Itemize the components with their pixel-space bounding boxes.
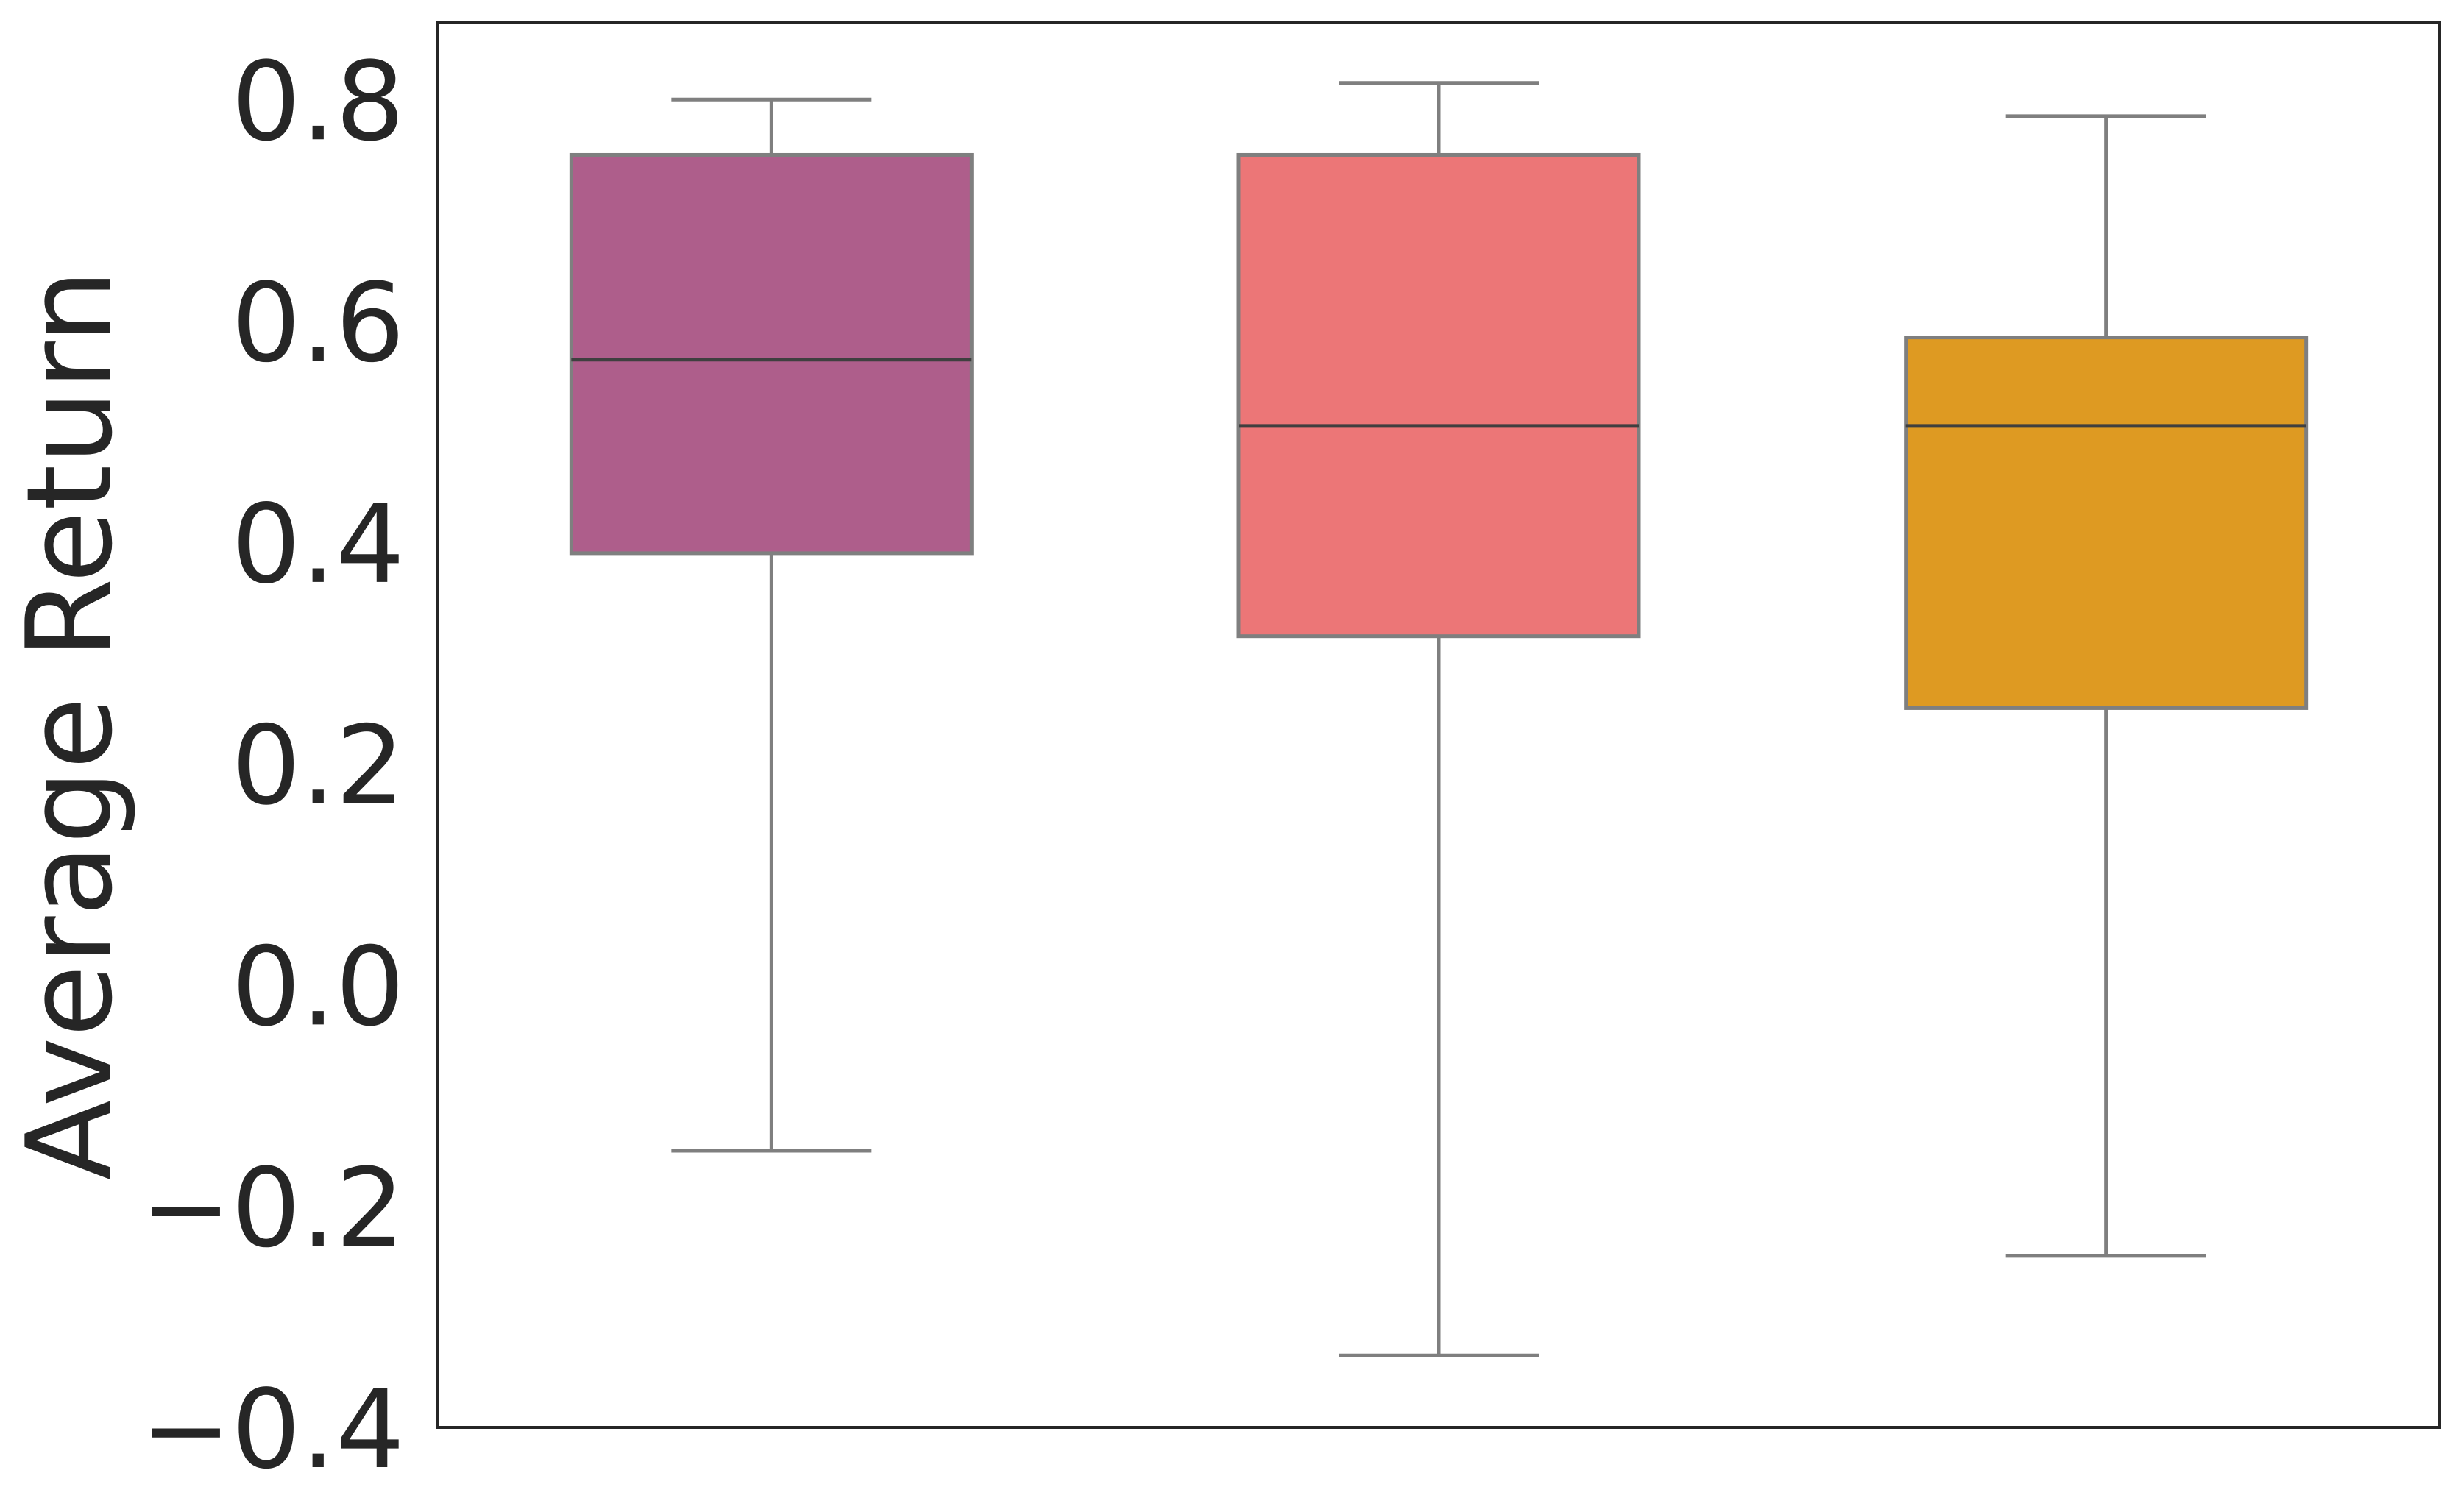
box-iqr bbox=[1904, 336, 2309, 710]
box-group bbox=[1904, 114, 2309, 1258]
y-tick-label: −0.2 bbox=[141, 1145, 405, 1271]
box-group bbox=[569, 97, 974, 1153]
box-iqr bbox=[569, 152, 974, 556]
y-tick-label: 0.2 bbox=[232, 703, 405, 829]
y-tick-label: 0.0 bbox=[232, 923, 405, 1050]
y-tick-label: −0.4 bbox=[141, 1366, 405, 1493]
box-iqr bbox=[1236, 152, 1641, 639]
y-tick-labels: 0.8 0.6 0.4 0.2 0.0 −0.2 −0.4 bbox=[141, 38, 405, 1493]
box-group bbox=[1236, 81, 1641, 1357]
boxes-layer bbox=[569, 81, 2309, 1357]
y-tick-label: 0.6 bbox=[232, 260, 405, 386]
y-tick-label: 0.8 bbox=[232, 38, 405, 165]
plot-frame bbox=[436, 21, 2441, 1429]
y-tick-label: 0.4 bbox=[232, 481, 405, 608]
y-axis-label: Average Return bbox=[1, 269, 138, 1181]
